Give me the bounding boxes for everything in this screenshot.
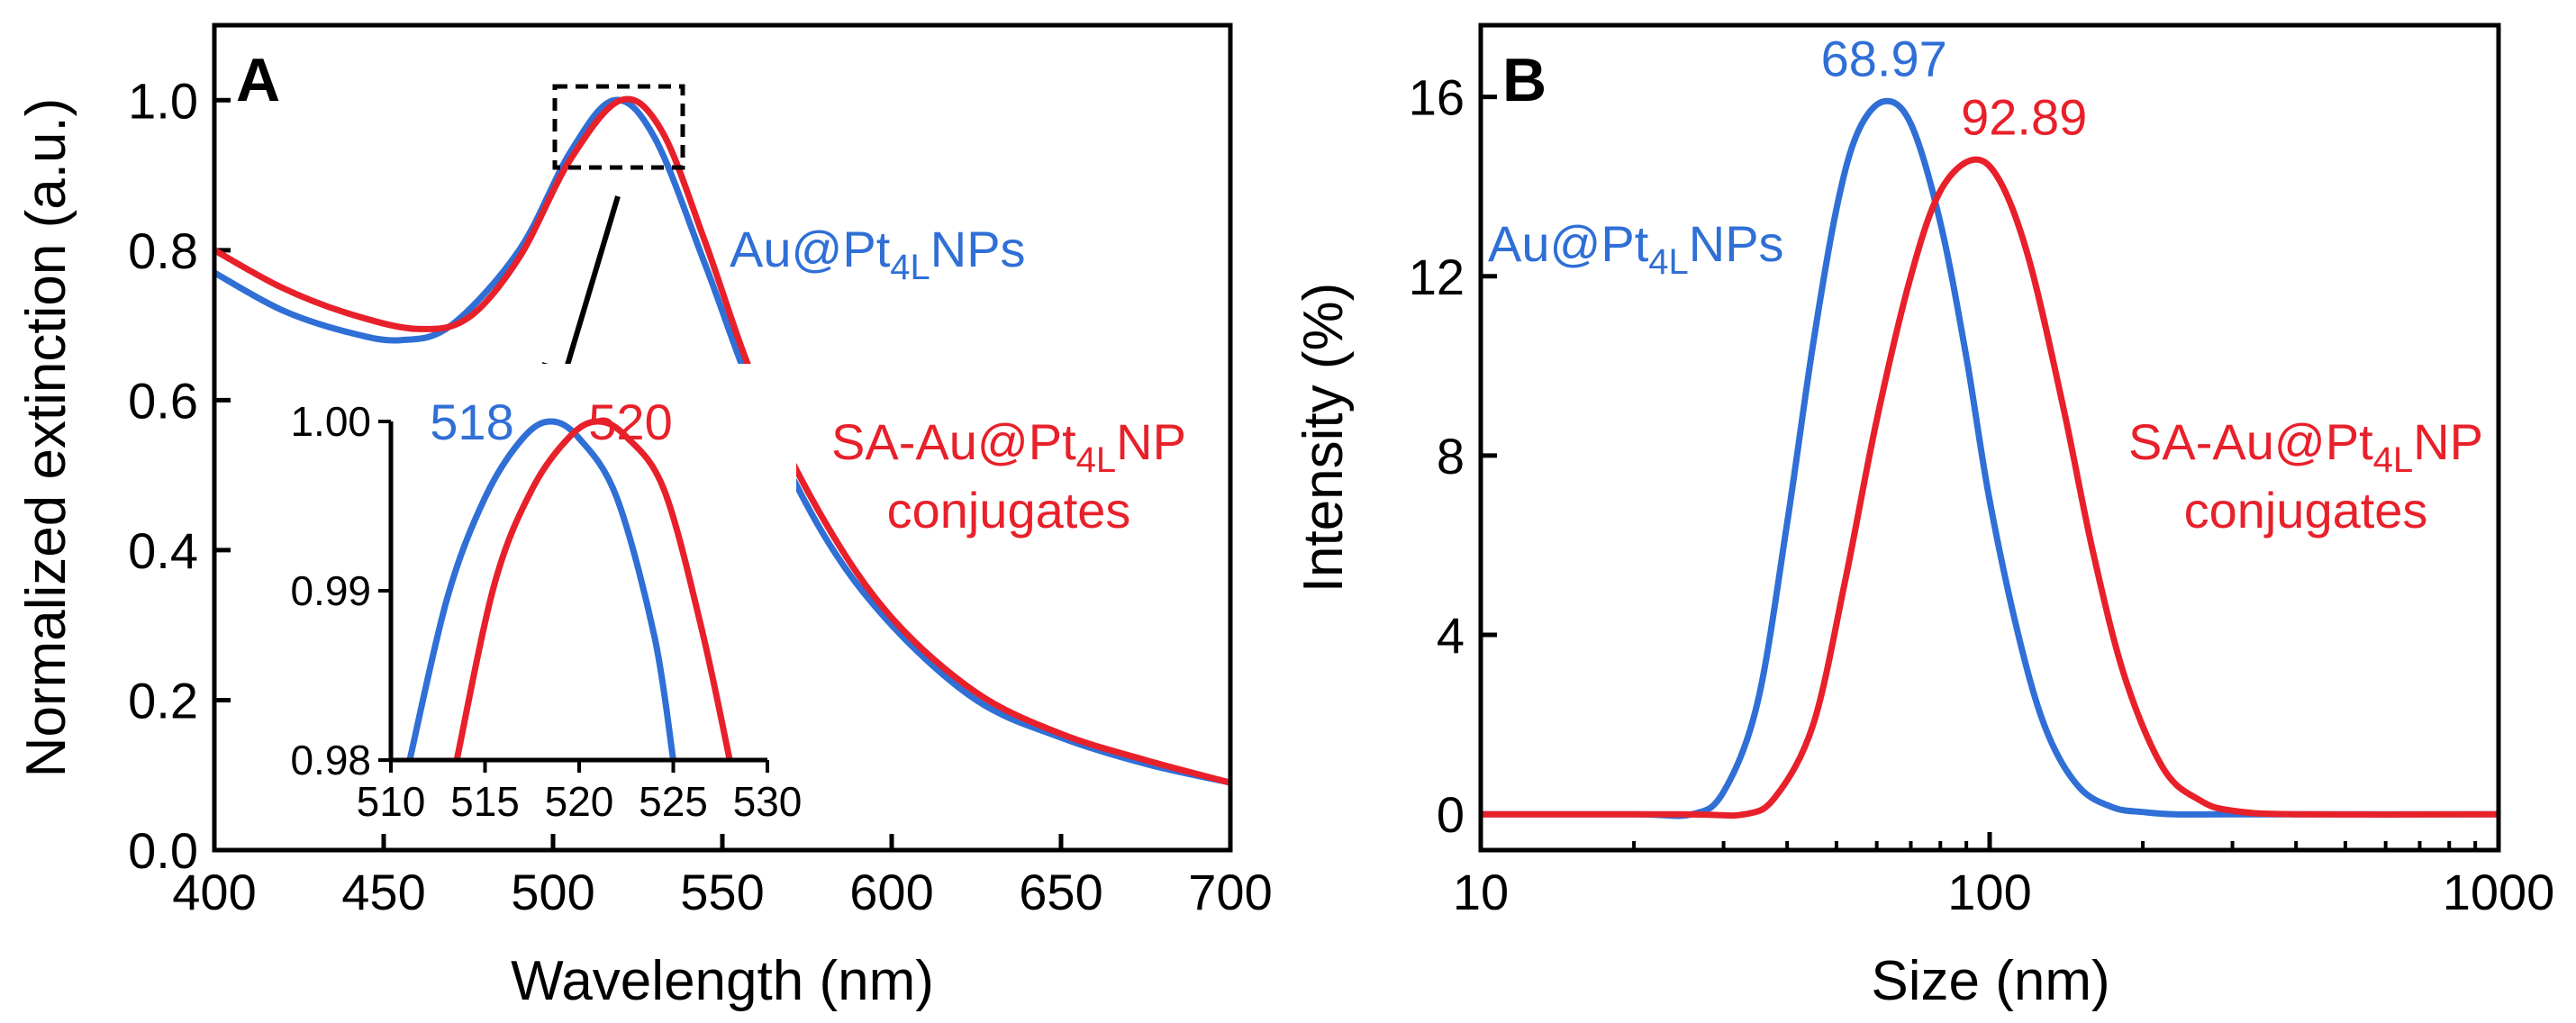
panel-b-letter: B bbox=[1502, 46, 1547, 114]
legend-a-sa-tail: NP bbox=[1116, 413, 1186, 470]
panel-b-axes-frame bbox=[1478, 23, 2501, 853]
legend-a-au-pt-nps-tail: NPs bbox=[930, 221, 1026, 277]
a-xtick-label-0: 400 bbox=[172, 864, 256, 920]
legend-b-au-pt-nps-tail: NPs bbox=[1689, 215, 1784, 272]
panel-a-series bbox=[213, 95, 1231, 786]
inset-xtick-label-3: 525 bbox=[639, 778, 708, 825]
inset-xtick-label-4: 530 bbox=[733, 778, 803, 825]
a-xtick-label-5: 650 bbox=[1019, 864, 1102, 920]
panel-a: A 400 450 500 550 600 650 700 0.0 0.2 0.4 0.6 0.8 1.… bbox=[15, 23, 1273, 1012]
b-xtick-label-1: 100 bbox=[1947, 864, 2031, 920]
legend-b-au-pt-nps: Au@Pt4LNPs bbox=[1488, 215, 1784, 282]
panel-a-letter: A bbox=[236, 46, 280, 114]
b-xtick-label-2: 1000 bbox=[2443, 864, 2555, 920]
b-peak-label-1: 92.89 bbox=[1961, 88, 2087, 145]
b-ytick-label-3: 12 bbox=[1409, 249, 1465, 305]
b-series-line-1 bbox=[1480, 156, 2499, 819]
a-ytick-label-0: 0.0 bbox=[128, 822, 198, 879]
legend-b-au-pt-nps-sub: 4L bbox=[1648, 242, 1689, 282]
legend-b-au-pt-nps-main: Au@Pt bbox=[1488, 215, 1649, 272]
panel-b-y-label: Intensity (%) bbox=[1293, 283, 1355, 593]
panel-b-ticks: 10 100 1000 0 4 8 12 16 bbox=[1409, 69, 2555, 920]
a-xtick-label-2: 500 bbox=[511, 864, 594, 920]
b-peak-label-0: 68.97 bbox=[1821, 31, 1947, 87]
inset-xtick-label-1: 515 bbox=[450, 778, 520, 825]
inset-ytick-label-0: 0.98 bbox=[290, 737, 371, 783]
inset-xtick-label-0: 510 bbox=[357, 778, 426, 825]
panel-a-axes-frame bbox=[212, 23, 1233, 853]
b-ytick-label-4: 16 bbox=[1409, 69, 1465, 126]
a-series-line-1 bbox=[213, 95, 1231, 786]
b-series-line-0 bbox=[1480, 97, 2499, 819]
legend-b-sa-main: SA-Au@Pt bbox=[2128, 413, 2373, 470]
legend-a-au-pt-nps-sub: 4L bbox=[890, 248, 930, 287]
legend-a-sa-main: SA-Au@Pt bbox=[831, 413, 1076, 470]
a-ytick-label-2: 0.4 bbox=[128, 522, 198, 579]
panel-b-x-label: Size (nm) bbox=[1871, 950, 2109, 1012]
a-xtick-label-1: 450 bbox=[341, 864, 425, 920]
inset-peak-label-0: 518 bbox=[430, 394, 513, 450]
inset-xtick-label-2: 520 bbox=[545, 778, 614, 825]
inset-peak-label-1: 520 bbox=[588, 394, 672, 450]
legend-a-sa-conjugates: SA-Au@Pt4LNP bbox=[831, 413, 1186, 480]
a-ytick-label-3: 0.6 bbox=[128, 372, 198, 429]
legend-b-sa-conjugates: SA-Au@Pt4LNP bbox=[2128, 413, 2483, 480]
b-ytick-label-1: 4 bbox=[1437, 607, 1465, 664]
a-xtick-label-4: 600 bbox=[849, 864, 933, 920]
a-xtick-label-6: 700 bbox=[1188, 864, 1272, 920]
legend-b-sa-line2: conjugates bbox=[2184, 482, 2428, 539]
legend-a-au-pt-nps: Au@Pt4LNPs bbox=[730, 221, 1026, 287]
zoom-box bbox=[552, 84, 685, 170]
a-series-line-0 bbox=[213, 96, 1231, 786]
b-ytick-label-0: 0 bbox=[1437, 786, 1465, 843]
a-ytick-label-5: 1.0 bbox=[128, 72, 198, 129]
panel-a-ticks: 400 450 500 550 600 650 700 0.0 0.2 0.4 0.6 0.8 1.0 bbox=[128, 72, 1273, 920]
a-ytick-label-1: 0.2 bbox=[128, 672, 198, 729]
inset-background bbox=[373, 364, 796, 789]
panel-a-x-label: Wavelength (nm) bbox=[511, 950, 934, 1012]
legend-a-sa-sub: 4L bbox=[1076, 440, 1117, 480]
legend-a-sa-line2: conjugates bbox=[887, 482, 1131, 539]
legend-b-sa-tail: NP bbox=[2413, 413, 2483, 470]
a-ytick-label-4: 0.8 bbox=[128, 222, 198, 279]
legend-b-sa-sub: 4L bbox=[2373, 440, 2414, 480]
a-xtick-label-3: 550 bbox=[680, 864, 764, 920]
panel-a-y-label: Normalized extinction (a.u.) bbox=[15, 98, 77, 778]
b-xtick-label-0: 10 bbox=[1453, 864, 1509, 920]
inset-peak-line-1 bbox=[453, 418, 733, 761]
panel-a-inset: 518 520 510 515 520 525 530 0.98 0.99 1.00 bbox=[290, 364, 802, 825]
zoom-arrow bbox=[563, 195, 621, 372]
legend-a-au-pt-nps-main: Au@Pt bbox=[730, 221, 891, 277]
b-ytick-label-2: 8 bbox=[1437, 428, 1465, 484]
inset-ytick-label-2: 1.00 bbox=[290, 398, 371, 445]
inset-ytick-label-1: 0.99 bbox=[290, 567, 371, 614]
inset-peak-line-0 bbox=[406, 418, 676, 761]
